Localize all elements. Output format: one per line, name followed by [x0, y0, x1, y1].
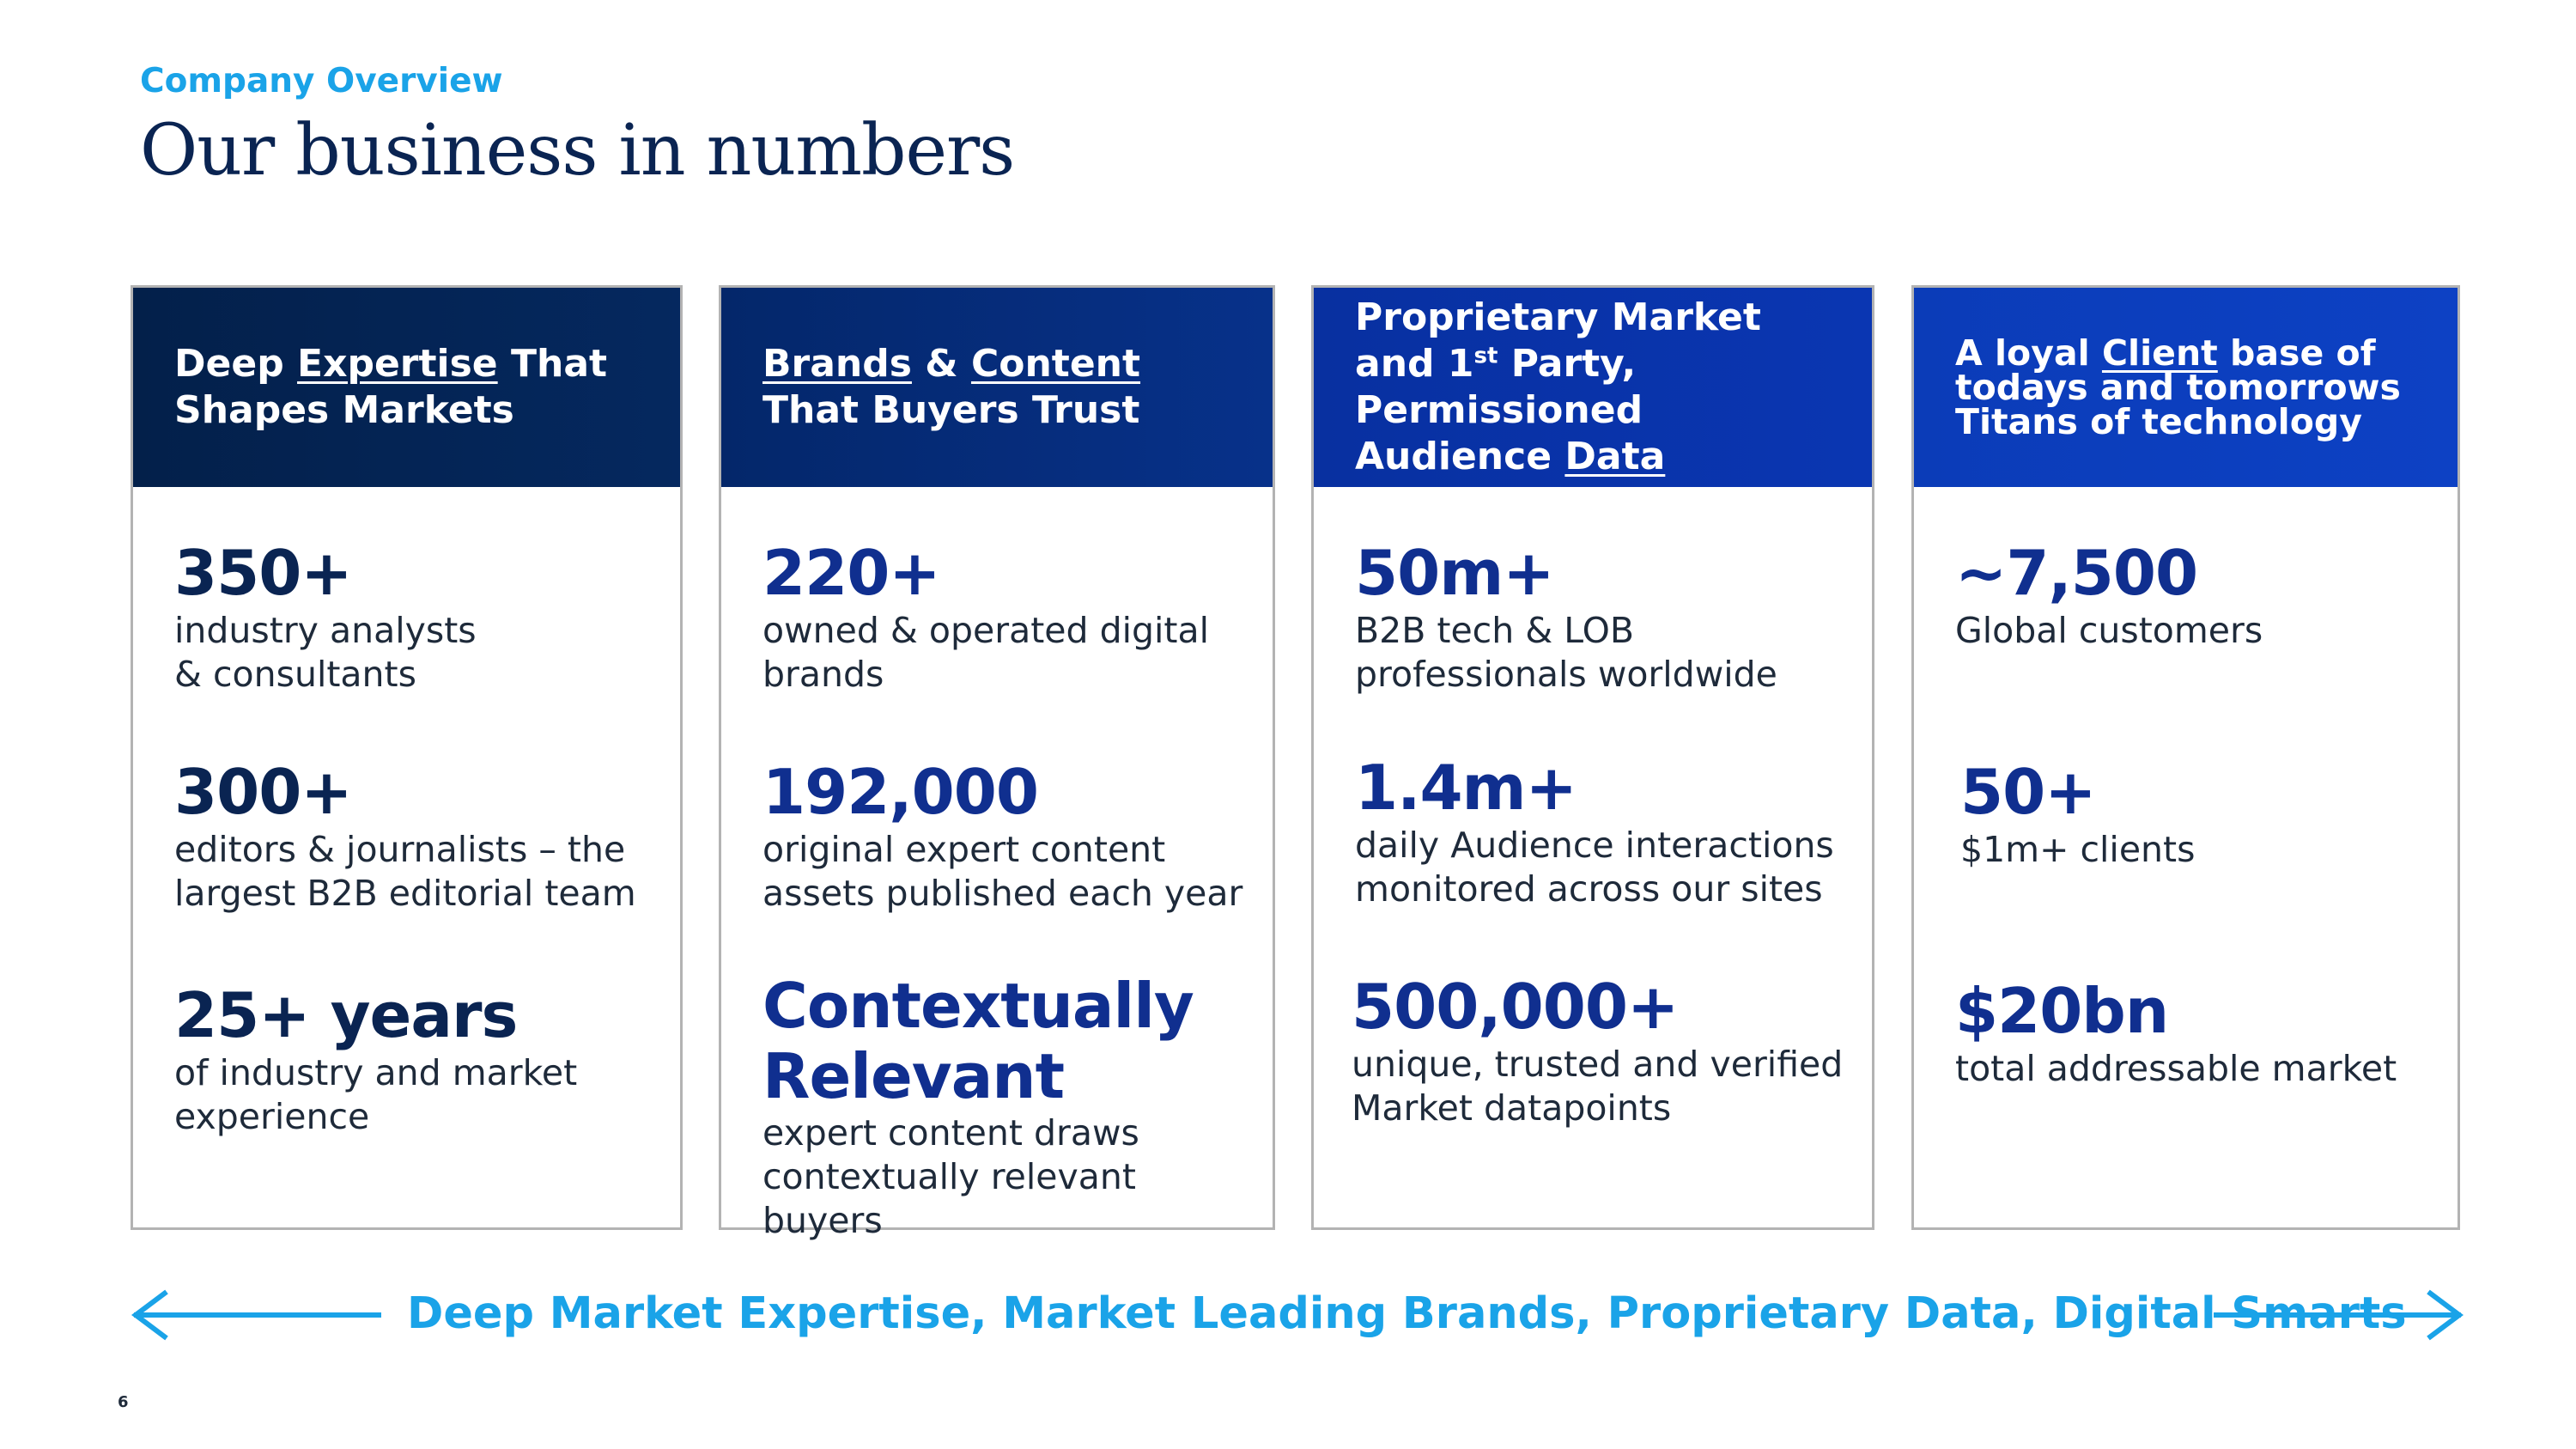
stat-value: $20bn — [1955, 975, 2169, 1047]
card-header-text: 1 — [1447, 342, 1474, 386]
card-header-underlined: Content — [970, 342, 1141, 386]
stat-value: 350+ — [174, 537, 353, 609]
card-header: Deep Expertise That Shapes Markets — [133, 288, 680, 487]
stat-block: 500,000+ unique, trusted and verified Ma… — [1352, 971, 1851, 1130]
stat-description: total addressable market — [1955, 1048, 2397, 1089]
stat-description: $1m+ clients — [1960, 829, 2196, 870]
stat-description: expert content draws contextually releva… — [762, 1112, 1139, 1241]
card-header-text: A loyal — [1955, 332, 2102, 374]
stat-description: editors & journalists – the largest B2B … — [174, 829, 636, 914]
card-clients: A loyal Client base of todays and tomorr… — [1911, 285, 2460, 1230]
card-header: A loyal Client base of todays and tomorr… — [1914, 288, 2458, 487]
card-header: Proprietary Market and 1st Party, Permis… — [1314, 288, 1872, 487]
right-arrow-icon — [2214, 1289, 2464, 1341]
page-title: Our business in numbers — [140, 110, 1015, 192]
card-expertise: Deep Expertise That Shapes Markets 350+ … — [131, 285, 683, 1230]
stat-description: unique, trusted and verified Market data… — [1352, 1044, 1844, 1129]
card-header-text: That Buyers Trust — [762, 388, 1140, 432]
stat-description: industry analysts & consultants — [174, 610, 477, 695]
stat-block: $20bn total addressable market — [1955, 975, 2437, 1091]
stat-block: 350+ industry analysts & consultants — [174, 537, 659, 697]
stat-description: daily Audience interactions monitored ac… — [1355, 825, 1834, 910]
stat-value: 220+ — [762, 537, 941, 609]
card-header-text: Party, Permissioned Audience — [1355, 342, 1643, 478]
card-header-underlined: Data — [1564, 435, 1666, 478]
card-header-underlined: Brands — [762, 342, 912, 386]
stat-value: 50m+ — [1355, 537, 1555, 609]
stat-value: 300+ — [174, 756, 353, 828]
stat-value: 500,000+ — [1352, 971, 1679, 1043]
stat-block: 25+ years of industry and market experie… — [174, 979, 659, 1139]
stat-value: ~7,500 — [1955, 537, 2198, 609]
stat-block: Contextually Relevant expert content dra… — [762, 971, 1252, 1243]
stat-description: Global customers — [1955, 610, 2263, 651]
card-header-text: Deep — [174, 342, 298, 386]
stat-description: of industry and market experience — [174, 1052, 578, 1137]
card-header-underlined: Client — [2101, 332, 2218, 374]
stat-description: B2B tech & LOB professionals worldwide — [1355, 610, 1777, 695]
stat-value: 192,000 — [762, 756, 1039, 828]
stat-block: 1.4m+ daily Audience interactions monito… — [1355, 752, 1851, 911]
stat-block: 50m+ B2B tech & LOB professionals worldw… — [1355, 537, 1851, 697]
page-number: 6 — [118, 1393, 129, 1411]
card-header-text: base of todays and tomorrows Titans of t… — [1955, 332, 2401, 442]
card-header-underlined: Expertise — [297, 342, 498, 386]
stat-block: ~7,500 Global customers — [1955, 537, 2437, 653]
section-eyebrow: Company Overview — [140, 62, 503, 100]
card-header-text: & — [911, 342, 971, 386]
stat-block: 192,000 original expert content assets p… — [762, 756, 1252, 916]
card-brands: Brands & Content That Buyers Trust 220+ … — [719, 285, 1275, 1241]
stat-value: 25+ years — [174, 979, 518, 1051]
footer-tagline: Deep Market Expertise, Market Leading Br… — [407, 1288, 2407, 1339]
card-header-text: Proprietary Market and — [1355, 295, 1761, 386]
card-header: Brands & Content That Buyers Trust — [721, 288, 1273, 487]
stat-block: 50+ $1m+ clients — [1960, 756, 2437, 872]
card-data: Proprietary Market and 1st Party, Permis… — [1311, 285, 1874, 1230]
stat-value: Contextually Relevant — [762, 970, 1194, 1112]
stat-block: 220+ owned & operated digital brands — [762, 537, 1252, 697]
stat-description: original expert content assets published… — [762, 829, 1243, 914]
card-header-text: That Shapes Markets — [174, 342, 608, 432]
stat-value: 1.4m+ — [1355, 752, 1577, 824]
stat-block: 300+ editors & journalists – the largest… — [174, 756, 659, 916]
card-header-superscript: st — [1473, 343, 1498, 369]
stat-value: 50+ — [1960, 756, 2097, 828]
left-arrow-icon — [131, 1289, 381, 1341]
stat-description: owned & operated digital brands — [762, 610, 1209, 695]
